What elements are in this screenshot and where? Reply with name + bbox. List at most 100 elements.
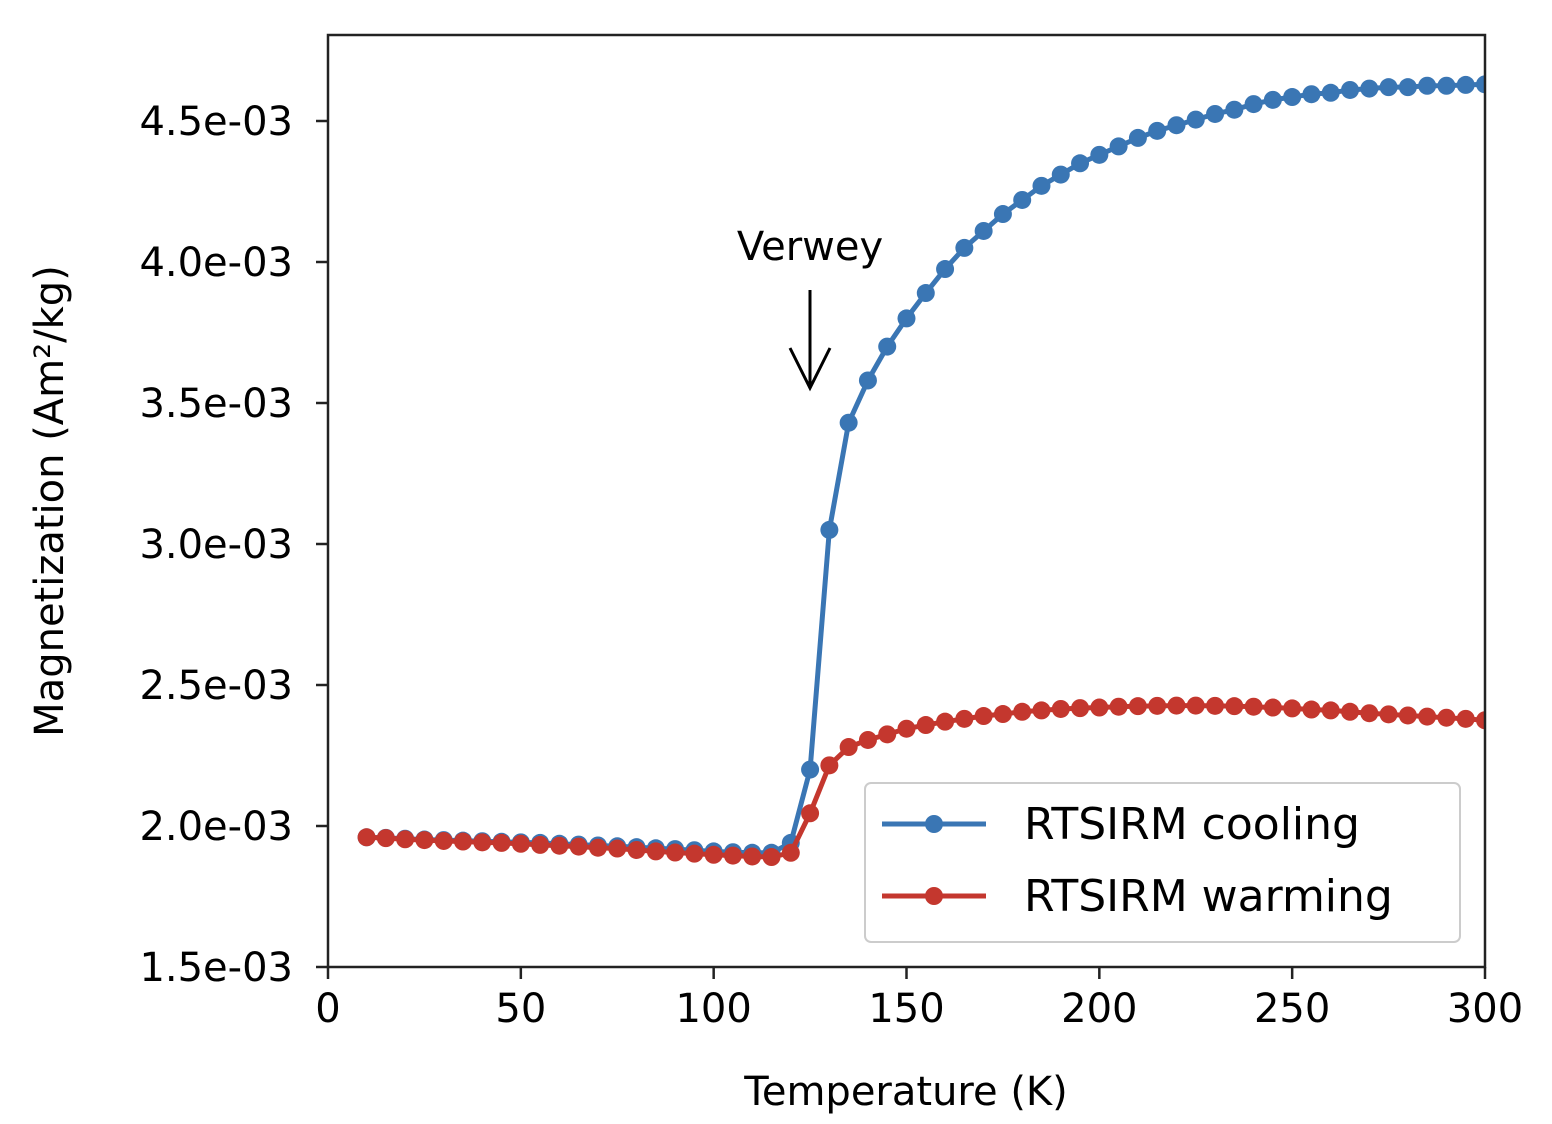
- data-point: [1418, 76, 1437, 95]
- data-point: [1244, 697, 1263, 716]
- series-cooling: [357, 75, 1485, 862]
- legend-label: RTSIRM warming: [1024, 871, 1393, 922]
- x-tick-label: 200: [1061, 986, 1137, 1032]
- data-point: [781, 843, 800, 862]
- data-point: [974, 221, 993, 240]
- data-point: [1167, 696, 1186, 715]
- data-point: [897, 309, 916, 328]
- data-point: [1206, 696, 1225, 715]
- x-tick-label: 250: [1254, 986, 1330, 1032]
- data-point: [1051, 165, 1070, 184]
- data-point: [1109, 137, 1128, 156]
- y-tick-label: 3.0e-03: [139, 522, 293, 568]
- data-point: [704, 845, 723, 864]
- annotation-arrow: [788, 290, 832, 392]
- legend-marker: [925, 887, 943, 905]
- series-line: [366, 81, 1485, 856]
- data-point: [1225, 697, 1244, 716]
- data-point: [936, 712, 955, 731]
- data-point: [1476, 75, 1485, 94]
- data-point: [415, 831, 434, 850]
- data-point: [878, 337, 897, 356]
- data-point: [974, 707, 993, 726]
- data-point: [1109, 697, 1128, 716]
- data-point: [1090, 145, 1109, 164]
- data-point: [1321, 83, 1340, 102]
- data-point: [357, 828, 376, 847]
- data-point: [550, 836, 569, 855]
- data-point: [993, 705, 1012, 724]
- data-point: [955, 709, 974, 728]
- y-tick-label: 3.5e-03: [139, 381, 293, 427]
- data-point: [627, 840, 646, 859]
- data-point: [723, 846, 742, 865]
- data-point: [453, 832, 472, 851]
- data-point: [916, 716, 935, 735]
- data-point: [1263, 698, 1282, 717]
- data-point: [531, 835, 550, 854]
- data-point: [1476, 711, 1485, 730]
- legend-marker: [925, 815, 943, 833]
- legend-label: RTSIRM cooling: [1024, 799, 1360, 850]
- data-point: [608, 839, 627, 858]
- data-point: [492, 833, 511, 852]
- data-point: [1379, 705, 1398, 724]
- data-point: [936, 260, 955, 279]
- data-point: [1167, 116, 1186, 135]
- data-point: [1128, 128, 1147, 147]
- data-point: [1013, 702, 1032, 721]
- legend: RTSIRM cooling RTSIRM warming: [864, 782, 1461, 943]
- data-point: [1032, 176, 1051, 195]
- data-point: [858, 371, 877, 390]
- data-point: [1148, 696, 1167, 715]
- data-point: [1418, 707, 1437, 726]
- data-point: [1437, 708, 1456, 727]
- data-point: [1206, 104, 1225, 123]
- data-point: [473, 833, 492, 852]
- data-point: [1360, 704, 1379, 723]
- data-point: [376, 829, 395, 848]
- y-tick-label: 2.0e-03: [139, 804, 293, 850]
- x-tick-label: 50: [495, 986, 546, 1032]
- data-point: [1032, 701, 1051, 720]
- data-layer: [357, 75, 1485, 867]
- data-point: [1186, 110, 1205, 129]
- data-point: [1071, 699, 1090, 718]
- data-point: [588, 838, 607, 857]
- data-point: [1360, 79, 1379, 98]
- data-point: [1398, 78, 1417, 97]
- data-point: [743, 847, 762, 866]
- data-point: [762, 848, 781, 867]
- data-point: [511, 834, 530, 853]
- y-tick-label: 1.5e-03: [139, 945, 293, 991]
- x-tick-label: 300: [1447, 986, 1523, 1032]
- data-point: [569, 837, 588, 856]
- data-point: [1398, 706, 1417, 725]
- data-point: [434, 831, 453, 850]
- data-point: [1341, 702, 1360, 721]
- data-point: [1186, 696, 1205, 715]
- data-point: [820, 756, 839, 775]
- data-point: [878, 725, 897, 744]
- x-tick-label: 150: [868, 986, 944, 1032]
- data-point: [1051, 699, 1070, 718]
- data-point: [1379, 78, 1398, 97]
- data-point: [839, 413, 858, 432]
- y-axis-label: Magnetization (Am²/kg): [27, 265, 73, 737]
- data-point: [1225, 100, 1244, 119]
- data-point: [646, 842, 665, 861]
- data-point: [1071, 154, 1090, 173]
- data-point: [396, 830, 415, 849]
- data-point: [1128, 697, 1147, 716]
- data-point: [955, 238, 974, 257]
- y-tick-label: 2.5e-03: [139, 663, 293, 709]
- data-point: [1341, 80, 1360, 99]
- data-point: [839, 738, 858, 757]
- data-point: [1456, 709, 1475, 728]
- data-point: [1283, 88, 1302, 107]
- data-point: [1456, 75, 1475, 94]
- x-tick-label: 0: [315, 986, 340, 1032]
- data-point: [820, 520, 839, 539]
- y-tick-label: 4.5e-03: [139, 99, 293, 145]
